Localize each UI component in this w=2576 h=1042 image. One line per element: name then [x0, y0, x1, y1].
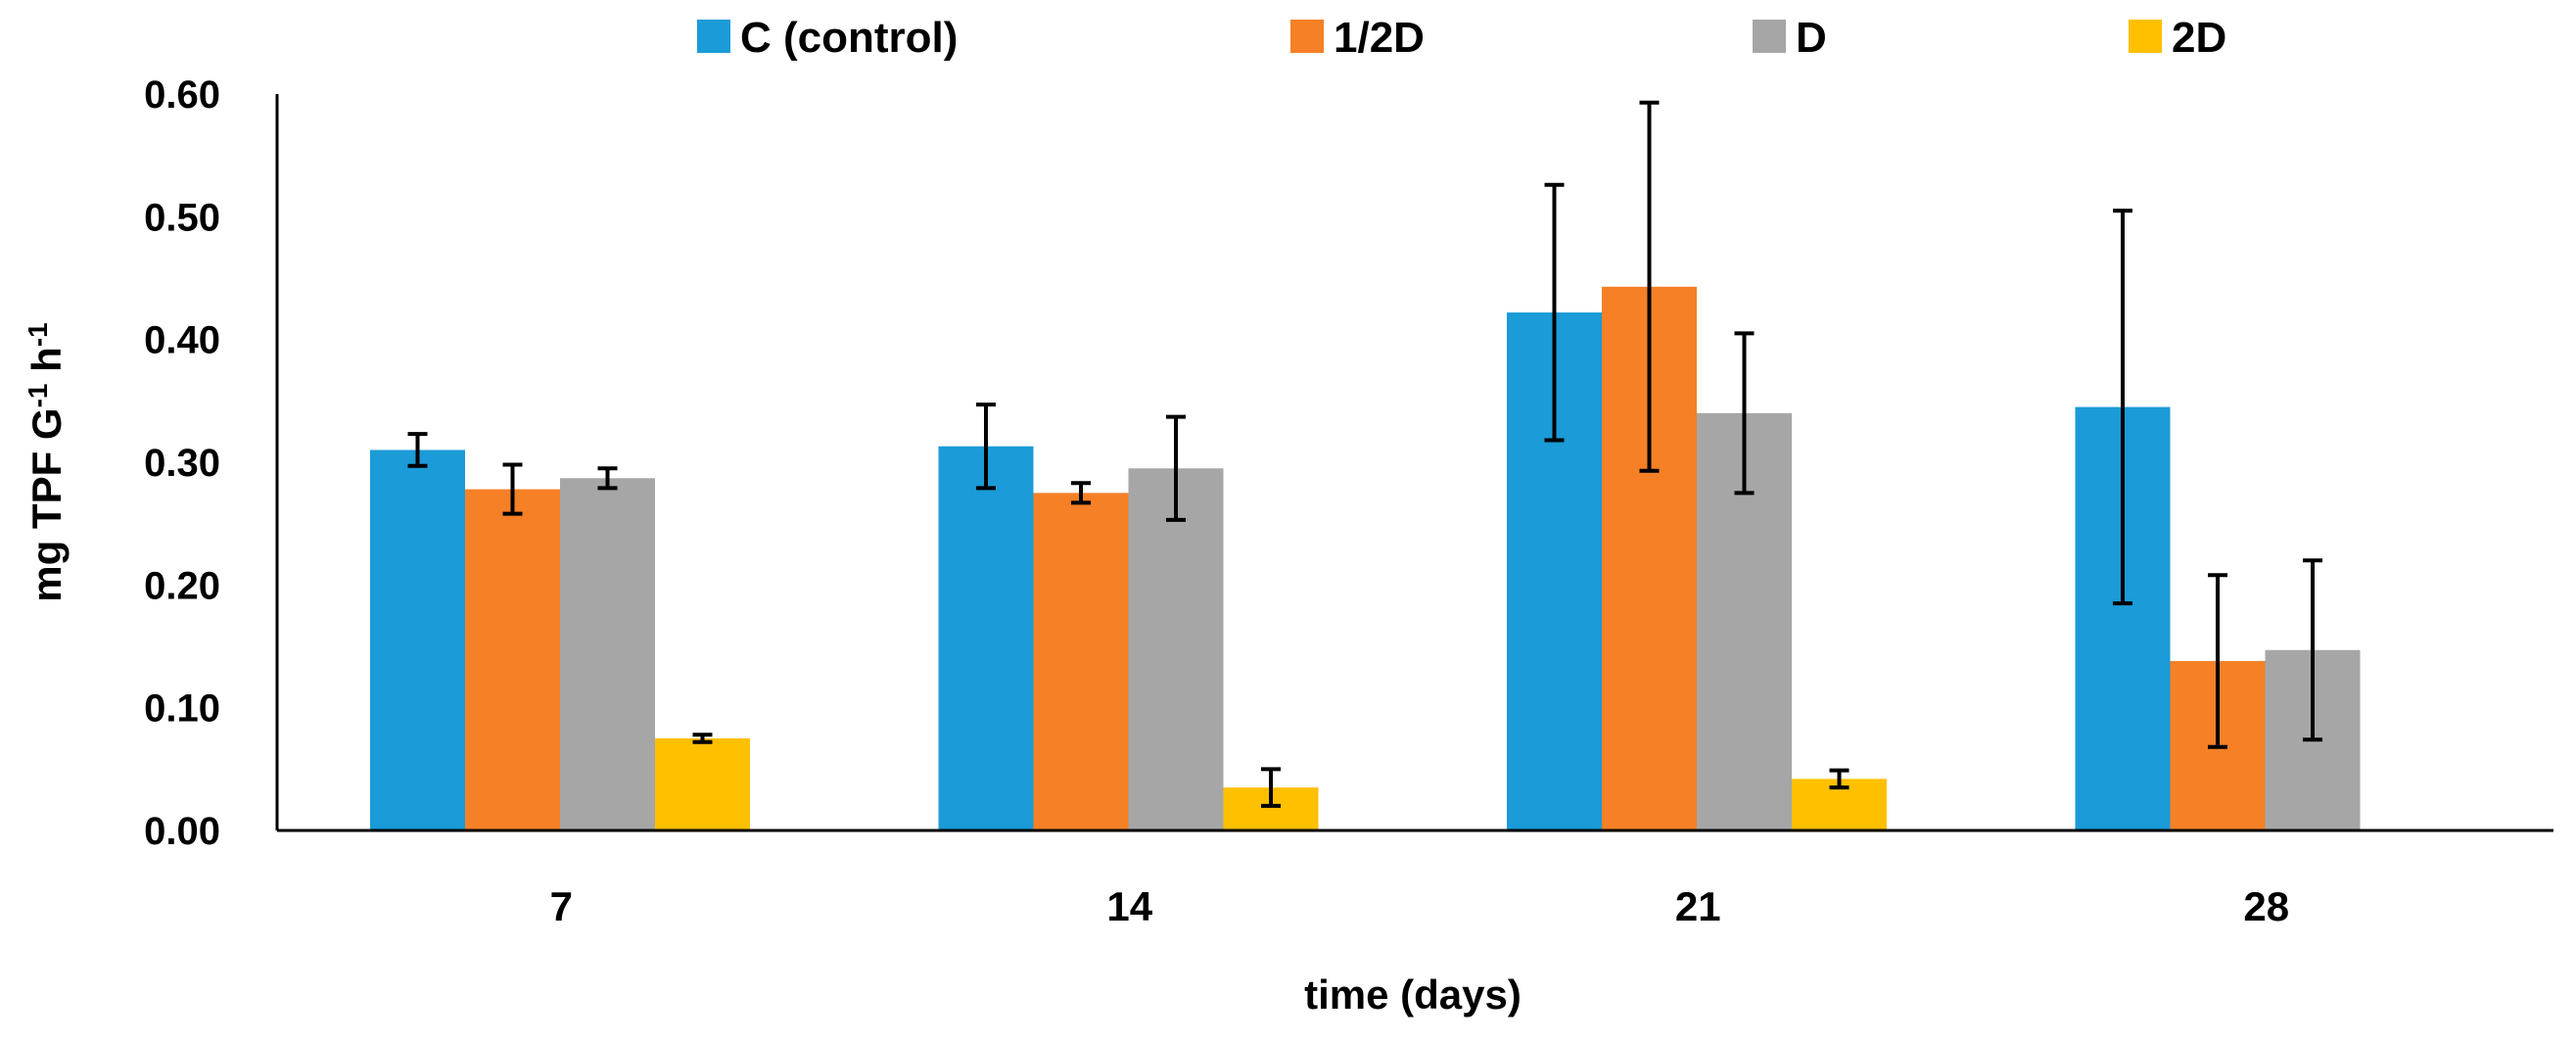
y-axis-title-sup1: -1	[23, 383, 53, 407]
x-tick-label: 7	[550, 883, 573, 929]
y-axis-title: mg TPF G-1 h-1	[23, 322, 70, 601]
error-bar	[597, 466, 618, 491]
legend-item: D	[1753, 14, 1827, 62]
error-bar	[407, 432, 428, 468]
error-bar	[1261, 767, 1281, 808]
legend-item: 1/2D	[1290, 14, 1425, 62]
x-tick-label: 14	[1106, 883, 1152, 929]
error-bar	[2303, 558, 2322, 742]
error-bar	[2208, 573, 2227, 749]
y-tick-labels: 0.00 0.10 0.20 0.30 0.40 0.50 0.60	[144, 73, 220, 853]
error-bar	[1639, 100, 1660, 473]
y-tick-label: 0.00	[144, 810, 220, 853]
bar	[938, 446, 1034, 830]
error-bars-layer	[407, 100, 2322, 808]
y-tick-label: 0.30	[144, 442, 220, 485]
error-bar	[692, 733, 713, 744]
legend-label: C (control)	[740, 14, 958, 62]
x-tick-label: 21	[1675, 883, 1721, 929]
y-tick-label: 0.10	[144, 687, 220, 731]
bar	[1033, 493, 1129, 830]
legend-label: 2D	[2172, 14, 2226, 62]
y-axis-title-mid: h	[23, 347, 70, 383]
legend-swatch	[1290, 20, 1324, 53]
error-bar	[1734, 331, 1755, 496]
error-bar	[2113, 209, 2132, 606]
legend-label: 1/2D	[1334, 14, 1425, 62]
error-bar	[1071, 481, 1091, 505]
y-tick-label: 0.60	[144, 73, 220, 117]
legend-swatch	[2129, 20, 2162, 53]
x-tick-labels: 7 14 21 28	[550, 883, 2290, 929]
y-axis-title-sup2: -1	[23, 322, 53, 347]
legend-item: 2D	[2129, 14, 2226, 62]
error-bar	[976, 403, 996, 491]
bar	[655, 738, 750, 830]
x-axis-title: time (days)	[1304, 971, 1522, 1018]
error-bar	[1166, 414, 1186, 522]
y-axis-title-main: mg TPF G	[23, 407, 70, 601]
bar	[370, 450, 465, 830]
legend-swatch	[697, 20, 730, 53]
bar	[465, 489, 560, 830]
bar	[1128, 468, 1224, 830]
error-bar	[1544, 182, 1565, 443]
error-bar	[1829, 768, 1850, 790]
bars-layer	[370, 286, 2361, 831]
y-tick-label: 0.50	[144, 196, 220, 239]
legend-item: C (control)	[697, 14, 958, 62]
error-bar	[502, 462, 523, 516]
legend-label: D	[1796, 14, 1827, 62]
y-tick-label: 0.40	[144, 319, 220, 362]
legend-swatch	[1753, 20, 1786, 53]
bar	[560, 478, 655, 830]
legend: C (control) 1/2D D 2D	[697, 14, 2226, 62]
x-tick-label: 28	[2243, 883, 2289, 929]
y-tick-label: 0.20	[144, 564, 220, 607]
